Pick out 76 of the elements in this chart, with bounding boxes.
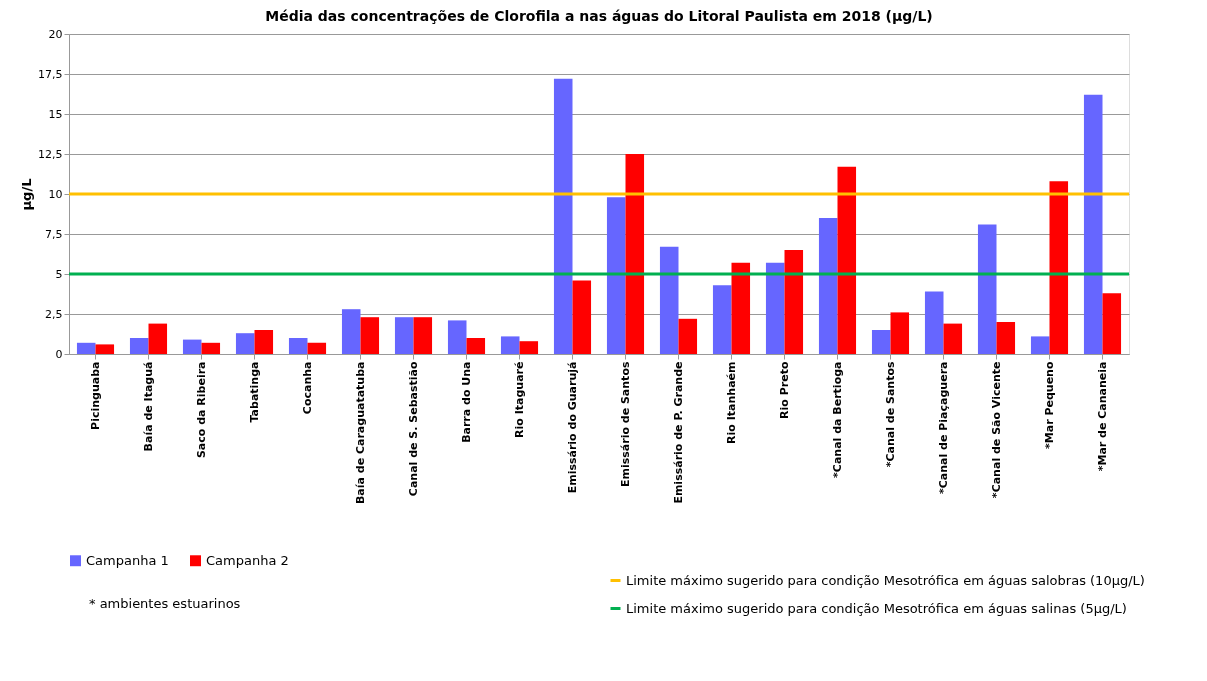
y-axis-title: µg/L — [19, 178, 35, 211]
bar — [890, 312, 910, 354]
x-tick-label: Rio Itanhaém — [724, 361, 738, 444]
bar — [924, 291, 944, 354]
x-tick-label: Tabatinga — [247, 361, 261, 423]
bar — [553, 78, 573, 354]
bar — [76, 342, 96, 354]
bar — [818, 218, 838, 354]
bar — [606, 197, 626, 354]
bar — [235, 333, 255, 354]
bar — [182, 339, 202, 354]
bar — [307, 342, 327, 354]
bar — [341, 309, 361, 354]
bar — [1030, 336, 1050, 354]
bar — [996, 322, 1016, 354]
bar — [784, 250, 804, 354]
bar — [447, 320, 467, 354]
x-tick-label: Canal de S. Sebastião — [406, 361, 420, 497]
x-tick-label: *Mar de Cananeia — [1095, 361, 1109, 472]
bar — [943, 323, 963, 354]
chart-title: Média das concentrações de Clorofila a nas águas do Litoral Paulista em 2018 (µg/L) — [265, 8, 933, 24]
bar — [1083, 94, 1103, 354]
bar — [466, 338, 486, 354]
y-tick-label: 15 — [48, 107, 63, 121]
y-tick-label: 7,5 — [45, 227, 63, 241]
x-tick-label: Emissário de P. Grande — [671, 361, 685, 504]
bar — [731, 262, 751, 354]
x-tick-label: Baía de Itaguá — [141, 361, 155, 452]
x-tick-label: Cocanha — [300, 361, 314, 415]
x-tick-label: Emissário do Guarujá — [565, 361, 579, 494]
bar — [572, 280, 592, 354]
x-tick-label: Picinguaba — [88, 361, 102, 430]
x-tick-label: Emissário de Santos — [618, 361, 632, 488]
y-tick-label: 10 — [48, 187, 63, 201]
text: * ambientes estuarinos — [89, 596, 241, 611]
x-tick-label: *Canal de Santos — [883, 361, 897, 468]
bar — [288, 338, 308, 354]
bar — [871, 330, 891, 354]
legend-label: Campanha 1 — [86, 552, 169, 568]
bar — [1102, 293, 1122, 354]
x-tick-label: *Mar Pequeno — [1042, 361, 1056, 449]
x-tick-label: Rio Itaguaré — [512, 361, 526, 438]
bar — [977, 224, 997, 354]
legend-label: Limite máximo sugerido para condição Mesotrófica em águas salobras (10µg/L) — [626, 572, 1145, 588]
bar — [129, 338, 149, 354]
bar — [625, 154, 645, 354]
bar — [659, 246, 679, 354]
bar — [413, 317, 433, 354]
y-tick-label: 0 — [55, 347, 63, 361]
bar — [394, 317, 414, 354]
bar — [712, 285, 732, 354]
x-tick-label: *Canal de Piaçaguera — [936, 361, 950, 494]
y-tick-label: 17,5 — [38, 67, 63, 81]
x-tick-label: Saco da Ribeira — [194, 361, 208, 459]
bar — [360, 317, 380, 354]
bar — [148, 323, 168, 354]
x-tick-label: *Canal de São Vicente — [989, 361, 1003, 499]
bar — [1049, 181, 1069, 354]
legend-label: Limite máximo sugerido para condição Mesotrófica em águas salinas (5µg/L) — [626, 600, 1127, 616]
y-tick-label: 2,5 — [45, 307, 63, 321]
bar — [254, 330, 274, 354]
y-tick-label: 12,5 — [38, 147, 63, 161]
bar — [678, 318, 698, 354]
bar — [837, 166, 857, 354]
x-tick-label: Baía de Caraguatatuba — [353, 361, 367, 505]
y-tick-label: 20 — [48, 27, 63, 41]
bar — [765, 262, 785, 354]
y-tick-label: 5 — [55, 267, 63, 281]
x-tick-label: *Canal da Bertioga — [830, 361, 844, 478]
bar — [95, 344, 115, 354]
legend-label: Campanha 2 — [206, 552, 289, 568]
bar — [519, 341, 539, 354]
x-tick-label: Rio Preto — [777, 361, 791, 419]
x-tick-label: Barra do Una — [459, 361, 473, 443]
bar — [500, 336, 520, 354]
bar — [201, 342, 221, 354]
